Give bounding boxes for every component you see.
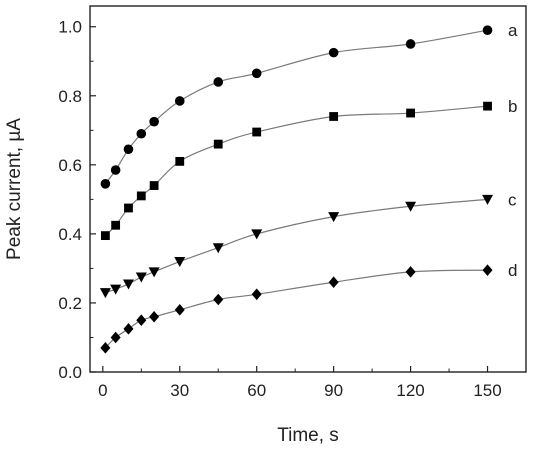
series-line-a	[104, 29, 488, 185]
data-point-c	[174, 257, 186, 268]
data-point-d	[213, 293, 224, 306]
data-point-d	[328, 276, 339, 289]
data-point-c	[482, 194, 494, 205]
data-point-b	[329, 112, 339, 121]
x-axis-ticks: 0 30 60 90 120 150	[98, 366, 502, 400]
data-point-c	[99, 288, 111, 299]
data-point-a	[213, 77, 224, 87]
data-point-a	[251, 68, 262, 79]
data-point-b	[483, 101, 492, 111]
data-point-a	[482, 25, 493, 35]
data-point-b	[149, 181, 159, 190]
data-point-c	[251, 229, 263, 240]
data-point-b	[111, 220, 121, 230]
x-tick-label: 150	[473, 381, 501, 400]
data-point-c	[328, 212, 340, 223]
data-point-a	[174, 96, 185, 106]
data-point-c	[148, 267, 160, 278]
data-point-a	[100, 179, 111, 189]
series-line-c	[105, 198, 488, 294]
series-label-b: b	[508, 97, 517, 116]
y-tick-label: 0.0	[58, 363, 82, 382]
data-point-a	[123, 144, 134, 155]
series-label-c: c	[508, 190, 517, 209]
data-point-a	[110, 165, 121, 175]
data-point-a	[328, 47, 339, 58]
y-axis-ticks: 0.0 0.2 0.4 0.6 0.8 1.0	[58, 18, 96, 382]
data-point-b	[100, 231, 110, 241]
series-curves	[104, 29, 488, 349]
data-point-d	[149, 310, 160, 323]
series-line-d	[104, 269, 488, 349]
x-tick-label: 60	[247, 381, 266, 400]
data-point-b	[175, 156, 185, 166]
x-tick-label: 120	[396, 381, 424, 400]
data-point-c	[212, 243, 224, 254]
x-tick-label: 0	[98, 381, 107, 400]
x-tick-label: 90	[324, 381, 343, 400]
data-point-a	[405, 39, 416, 49]
series-markers	[99, 25, 494, 354]
y-tick-label: 0.4	[58, 225, 82, 244]
data-point-d	[251, 288, 262, 301]
data-point-b	[252, 127, 262, 137]
y-tick-label: 0.2	[58, 294, 82, 313]
series-labels: a b c d	[508, 21, 518, 280]
series-label-d: d	[508, 261, 517, 280]
data-point-a	[136, 128, 147, 139]
data-point-a	[149, 116, 159, 127]
data-point-d	[405, 266, 416, 278]
data-point-c	[405, 201, 417, 212]
data-point-d	[482, 264, 493, 276]
data-point-b	[406, 108, 415, 118]
data-point-d	[100, 342, 111, 354]
series-label-a: a	[508, 21, 518, 40]
y-tick-label: 1.0	[58, 18, 82, 37]
data-point-d	[174, 304, 185, 316]
data-point-b	[124, 203, 133, 213]
data-point-c	[122, 279, 134, 290]
data-point-b	[213, 139, 223, 149]
data-point-b	[136, 191, 146, 201]
data-point-d	[110, 331, 121, 344]
y-axis-title: Peak current, µA	[4, 118, 25, 260]
series-line-b	[104, 105, 488, 237]
data-point-c	[135, 272, 147, 283]
data-point-d	[136, 314, 147, 327]
y-tick-label: 0.6	[58, 156, 82, 175]
x-axis-title: Time, s	[277, 425, 339, 446]
y-tick-label: 0.8	[58, 87, 82, 106]
plot-frame	[89, 5, 527, 373]
x-tick-label: 30	[170, 381, 189, 400]
data-point-c	[110, 284, 122, 295]
data-point-d	[123, 323, 134, 335]
